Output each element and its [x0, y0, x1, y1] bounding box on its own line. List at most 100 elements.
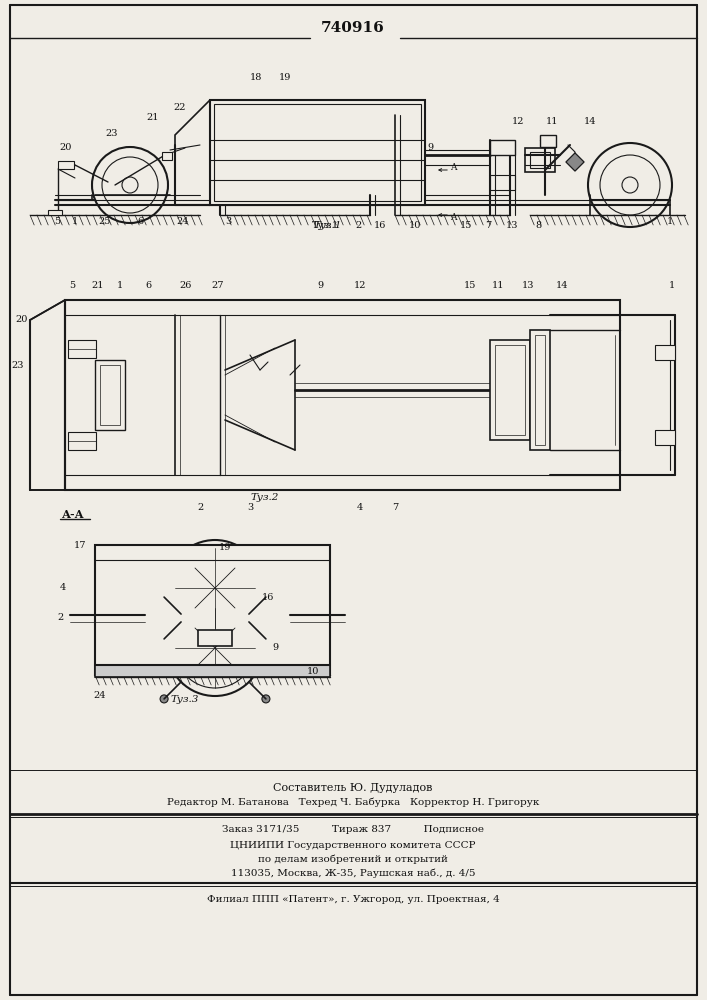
Text: 3: 3 — [225, 218, 231, 227]
Text: 20: 20 — [60, 143, 72, 152]
Text: 26: 26 — [180, 280, 192, 290]
Text: А-А: А-А — [62, 510, 85, 520]
Circle shape — [622, 177, 638, 193]
Text: 10: 10 — [409, 222, 421, 231]
Text: 9: 9 — [272, 644, 278, 652]
Circle shape — [209, 632, 221, 644]
Bar — [210, 100, 425, 205]
Circle shape — [207, 387, 213, 393]
Text: 23: 23 — [106, 128, 118, 137]
Text: 10: 10 — [307, 668, 319, 676]
Text: 19: 19 — [218, 542, 231, 552]
Circle shape — [160, 593, 168, 601]
Bar — [530, 330, 550, 450]
Text: 6: 6 — [137, 218, 143, 227]
Circle shape — [262, 635, 270, 643]
Bar — [95, 545, 330, 675]
Bar — [535, 335, 545, 445]
Text: 18: 18 — [250, 74, 262, 83]
Circle shape — [167, 600, 263, 696]
Bar — [655, 345, 675, 360]
Circle shape — [167, 540, 263, 636]
Text: 2: 2 — [355, 222, 361, 231]
Text: 1: 1 — [117, 280, 123, 290]
Text: 1: 1 — [72, 218, 78, 227]
Polygon shape — [30, 300, 65, 490]
Circle shape — [175, 548, 255, 628]
Text: 8: 8 — [535, 222, 541, 231]
Bar — [95, 360, 125, 430]
Text: 17: 17 — [74, 540, 86, 550]
Text: 12: 12 — [512, 117, 525, 126]
Bar — [495, 345, 525, 435]
Text: 11: 11 — [546, 117, 559, 126]
Circle shape — [160, 635, 168, 643]
Text: 25: 25 — [99, 218, 111, 227]
Text: Τуз.3: Τуз.3 — [171, 696, 199, 704]
Bar — [530, 152, 550, 168]
Text: 12: 12 — [354, 280, 366, 290]
Bar — [655, 430, 675, 445]
Polygon shape — [175, 100, 210, 205]
Text: 16: 16 — [262, 593, 274, 602]
Text: 2: 2 — [57, 613, 63, 622]
Text: 14: 14 — [584, 117, 596, 126]
Bar — [214, 104, 421, 201]
Bar — [198, 630, 232, 646]
Text: 6: 6 — [145, 280, 151, 290]
Bar — [540, 135, 556, 147]
Bar — [100, 365, 120, 425]
Text: 22: 22 — [174, 104, 186, 112]
Circle shape — [92, 147, 168, 223]
Text: 1: 1 — [667, 218, 673, 227]
Text: 15: 15 — [460, 222, 472, 231]
Bar — [490, 175, 515, 190]
Text: 24: 24 — [94, 690, 106, 700]
Text: 11: 11 — [492, 280, 504, 290]
Text: 27: 27 — [212, 280, 224, 290]
Text: 19: 19 — [279, 74, 291, 83]
Bar — [525, 148, 555, 172]
Bar — [48, 210, 62, 215]
Text: 13: 13 — [522, 280, 534, 290]
Text: 5: 5 — [54, 218, 60, 227]
Circle shape — [160, 695, 168, 703]
Bar — [490, 340, 530, 440]
Bar — [68, 432, 96, 450]
Circle shape — [175, 608, 255, 688]
Text: 9: 9 — [317, 280, 323, 290]
Text: ЦНИИПИ Государственного комитета СССР: ЦНИИПИ Государственного комитета СССР — [230, 840, 476, 850]
Text: 24: 24 — [177, 218, 189, 227]
Text: 3: 3 — [247, 504, 253, 512]
Text: 740916: 740916 — [321, 21, 385, 35]
Text: 23: 23 — [12, 360, 24, 369]
Text: 4: 4 — [60, 584, 66, 592]
Text: 9: 9 — [427, 143, 433, 152]
Text: Τуз.1: Τуз.1 — [312, 222, 339, 231]
Text: 113035, Москва, Ж-35, Раушская наб., д. 4/5: 113035, Москва, Ж-35, Раушская наб., д. … — [230, 868, 475, 878]
Bar — [162, 152, 172, 160]
Circle shape — [588, 143, 672, 227]
Bar — [490, 140, 515, 155]
Text: 1: 1 — [669, 280, 675, 290]
Circle shape — [262, 695, 270, 703]
Text: 21: 21 — [92, 280, 104, 290]
Text: Составитель Ю. Дудуладов: Составитель Ю. Дудуладов — [274, 783, 433, 793]
Polygon shape — [566, 153, 584, 171]
Text: Филиал ППП «Патент», г. Ужгород, ул. Проектная, 4: Филиал ППП «Патент», г. Ужгород, ул. Про… — [206, 896, 499, 904]
Text: 21: 21 — [147, 113, 159, 122]
Text: по делам изобретений и открытий: по делам изобретений и открытий — [258, 854, 448, 864]
Bar — [68, 340, 96, 358]
Text: 13: 13 — [506, 222, 518, 231]
Text: 15: 15 — [464, 280, 477, 290]
Text: A: A — [450, 213, 456, 222]
Bar — [58, 161, 74, 169]
Text: 7: 7 — [485, 222, 491, 231]
Text: 5: 5 — [69, 280, 75, 290]
Bar — [65, 300, 620, 490]
Text: Редактор М. Батанова   Техред Ч. Бабурка   Корректор Н. Григорук: Редактор М. Батанова Техред Ч. Бабурка К… — [167, 797, 539, 807]
Text: Τуз.1: Τуз.1 — [314, 222, 342, 231]
Text: 4: 4 — [357, 504, 363, 512]
Text: Τуз.2: Τуз.2 — [251, 493, 279, 502]
Circle shape — [122, 177, 138, 193]
